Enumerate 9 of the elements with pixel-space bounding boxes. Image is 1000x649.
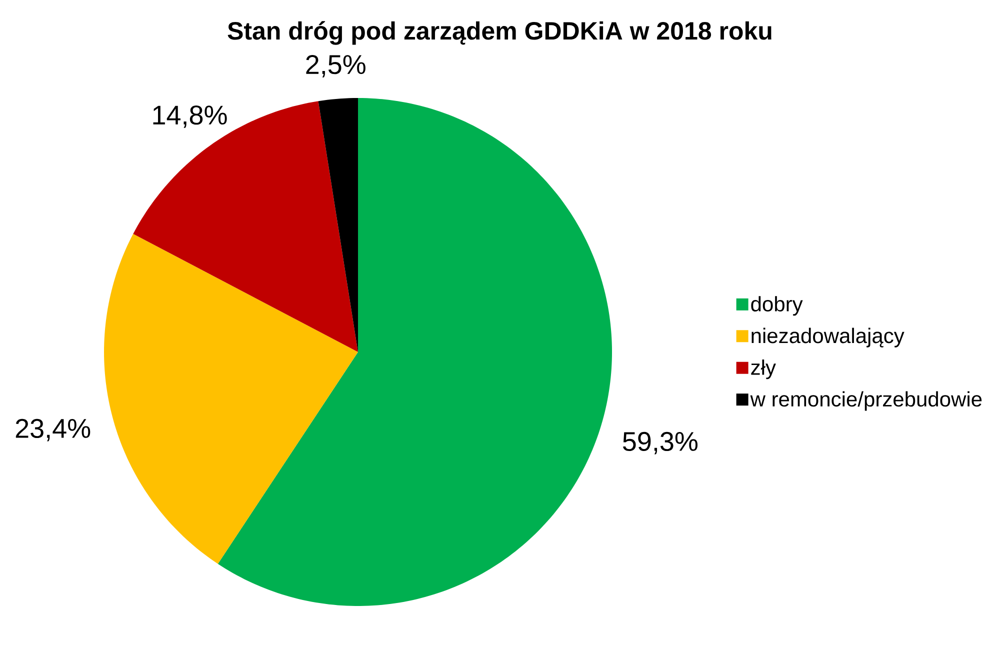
legend-label: dobry [751, 296, 803, 316]
data-label: 2,5% [306, 55, 366, 78]
legend-label: w remoncie/przebudowie [750, 391, 982, 411]
legend-label: niezadowalający [752, 328, 904, 348]
chart-title: Stan dróg pod zarządem GDDKiA w 2018 roku [228, 21, 772, 45]
data-label: 23,4% [16, 418, 90, 442]
data-label: 14,8% [153, 106, 227, 128]
data-label: 59,3% [622, 432, 698, 454]
legend-label: zły [751, 360, 776, 380]
